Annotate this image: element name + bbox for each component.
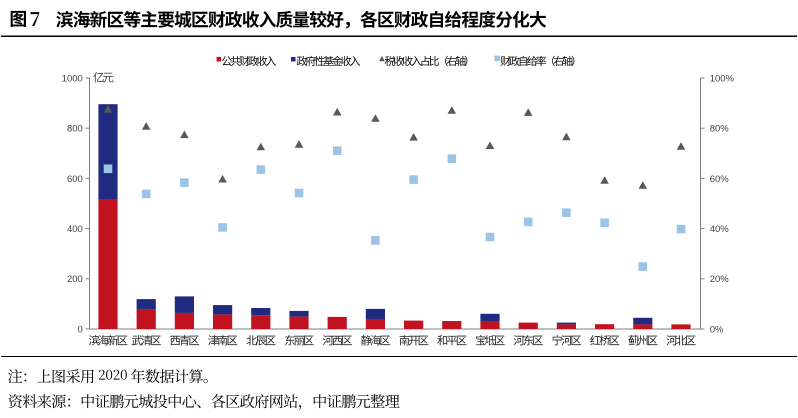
svg-text:800: 800 (67, 124, 83, 135)
svg-text:80%: 80% (710, 124, 730, 135)
svg-text:20%: 20% (710, 274, 730, 285)
svg-text:400: 400 (67, 224, 83, 235)
svg-text:600: 600 (67, 174, 83, 185)
svg-text:0: 0 (78, 324, 83, 335)
svg-text:0%: 0% (710, 324, 724, 335)
svg-text:40%: 40% (710, 224, 730, 235)
svg-text:200: 200 (67, 274, 83, 285)
svg-text:60%: 60% (710, 174, 730, 185)
svg-text:100%: 100% (710, 73, 735, 84)
svg-text:1000: 1000 (62, 73, 83, 84)
